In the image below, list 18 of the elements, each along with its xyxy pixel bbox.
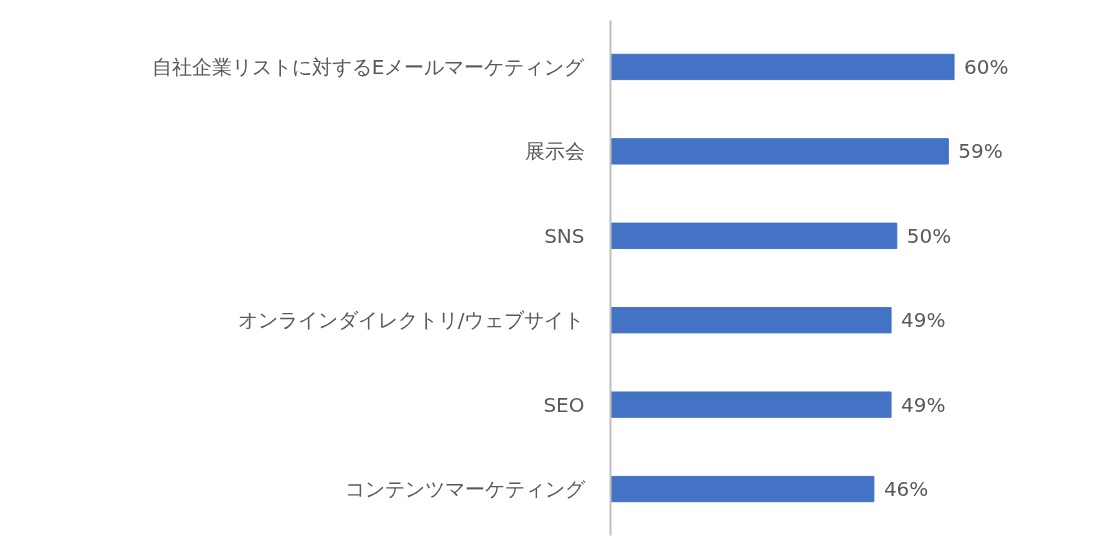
data-label: 50%: [906, 223, 952, 248]
y-tick-label: コンテンツマーケティング: [344, 477, 586, 502]
y-tick-label: 自社企業リストに対するEメールマーケティング: [151, 54, 586, 79]
y-tick-label: オンラインダイレクトリ/ウェブサイト: [237, 308, 585, 333]
bar: [610, 53, 955, 81]
data-label: 60%: [964, 54, 1009, 79]
bar: [610, 475, 875, 503]
bar: [610, 391, 892, 418]
y-tick-label: SNS: [544, 223, 585, 248]
bar: [610, 138, 949, 165]
data-label: 49%: [901, 308, 946, 333]
data-label: 59%: [958, 139, 1003, 164]
data-label: 46%: [883, 477, 929, 502]
y-tick-label: 展示会: [524, 139, 585, 164]
y-tick-label: SEO: [543, 392, 585, 417]
bar: [610, 307, 892, 334]
bar: [610, 222, 898, 249]
data-label: 49%: [901, 392, 946, 417]
